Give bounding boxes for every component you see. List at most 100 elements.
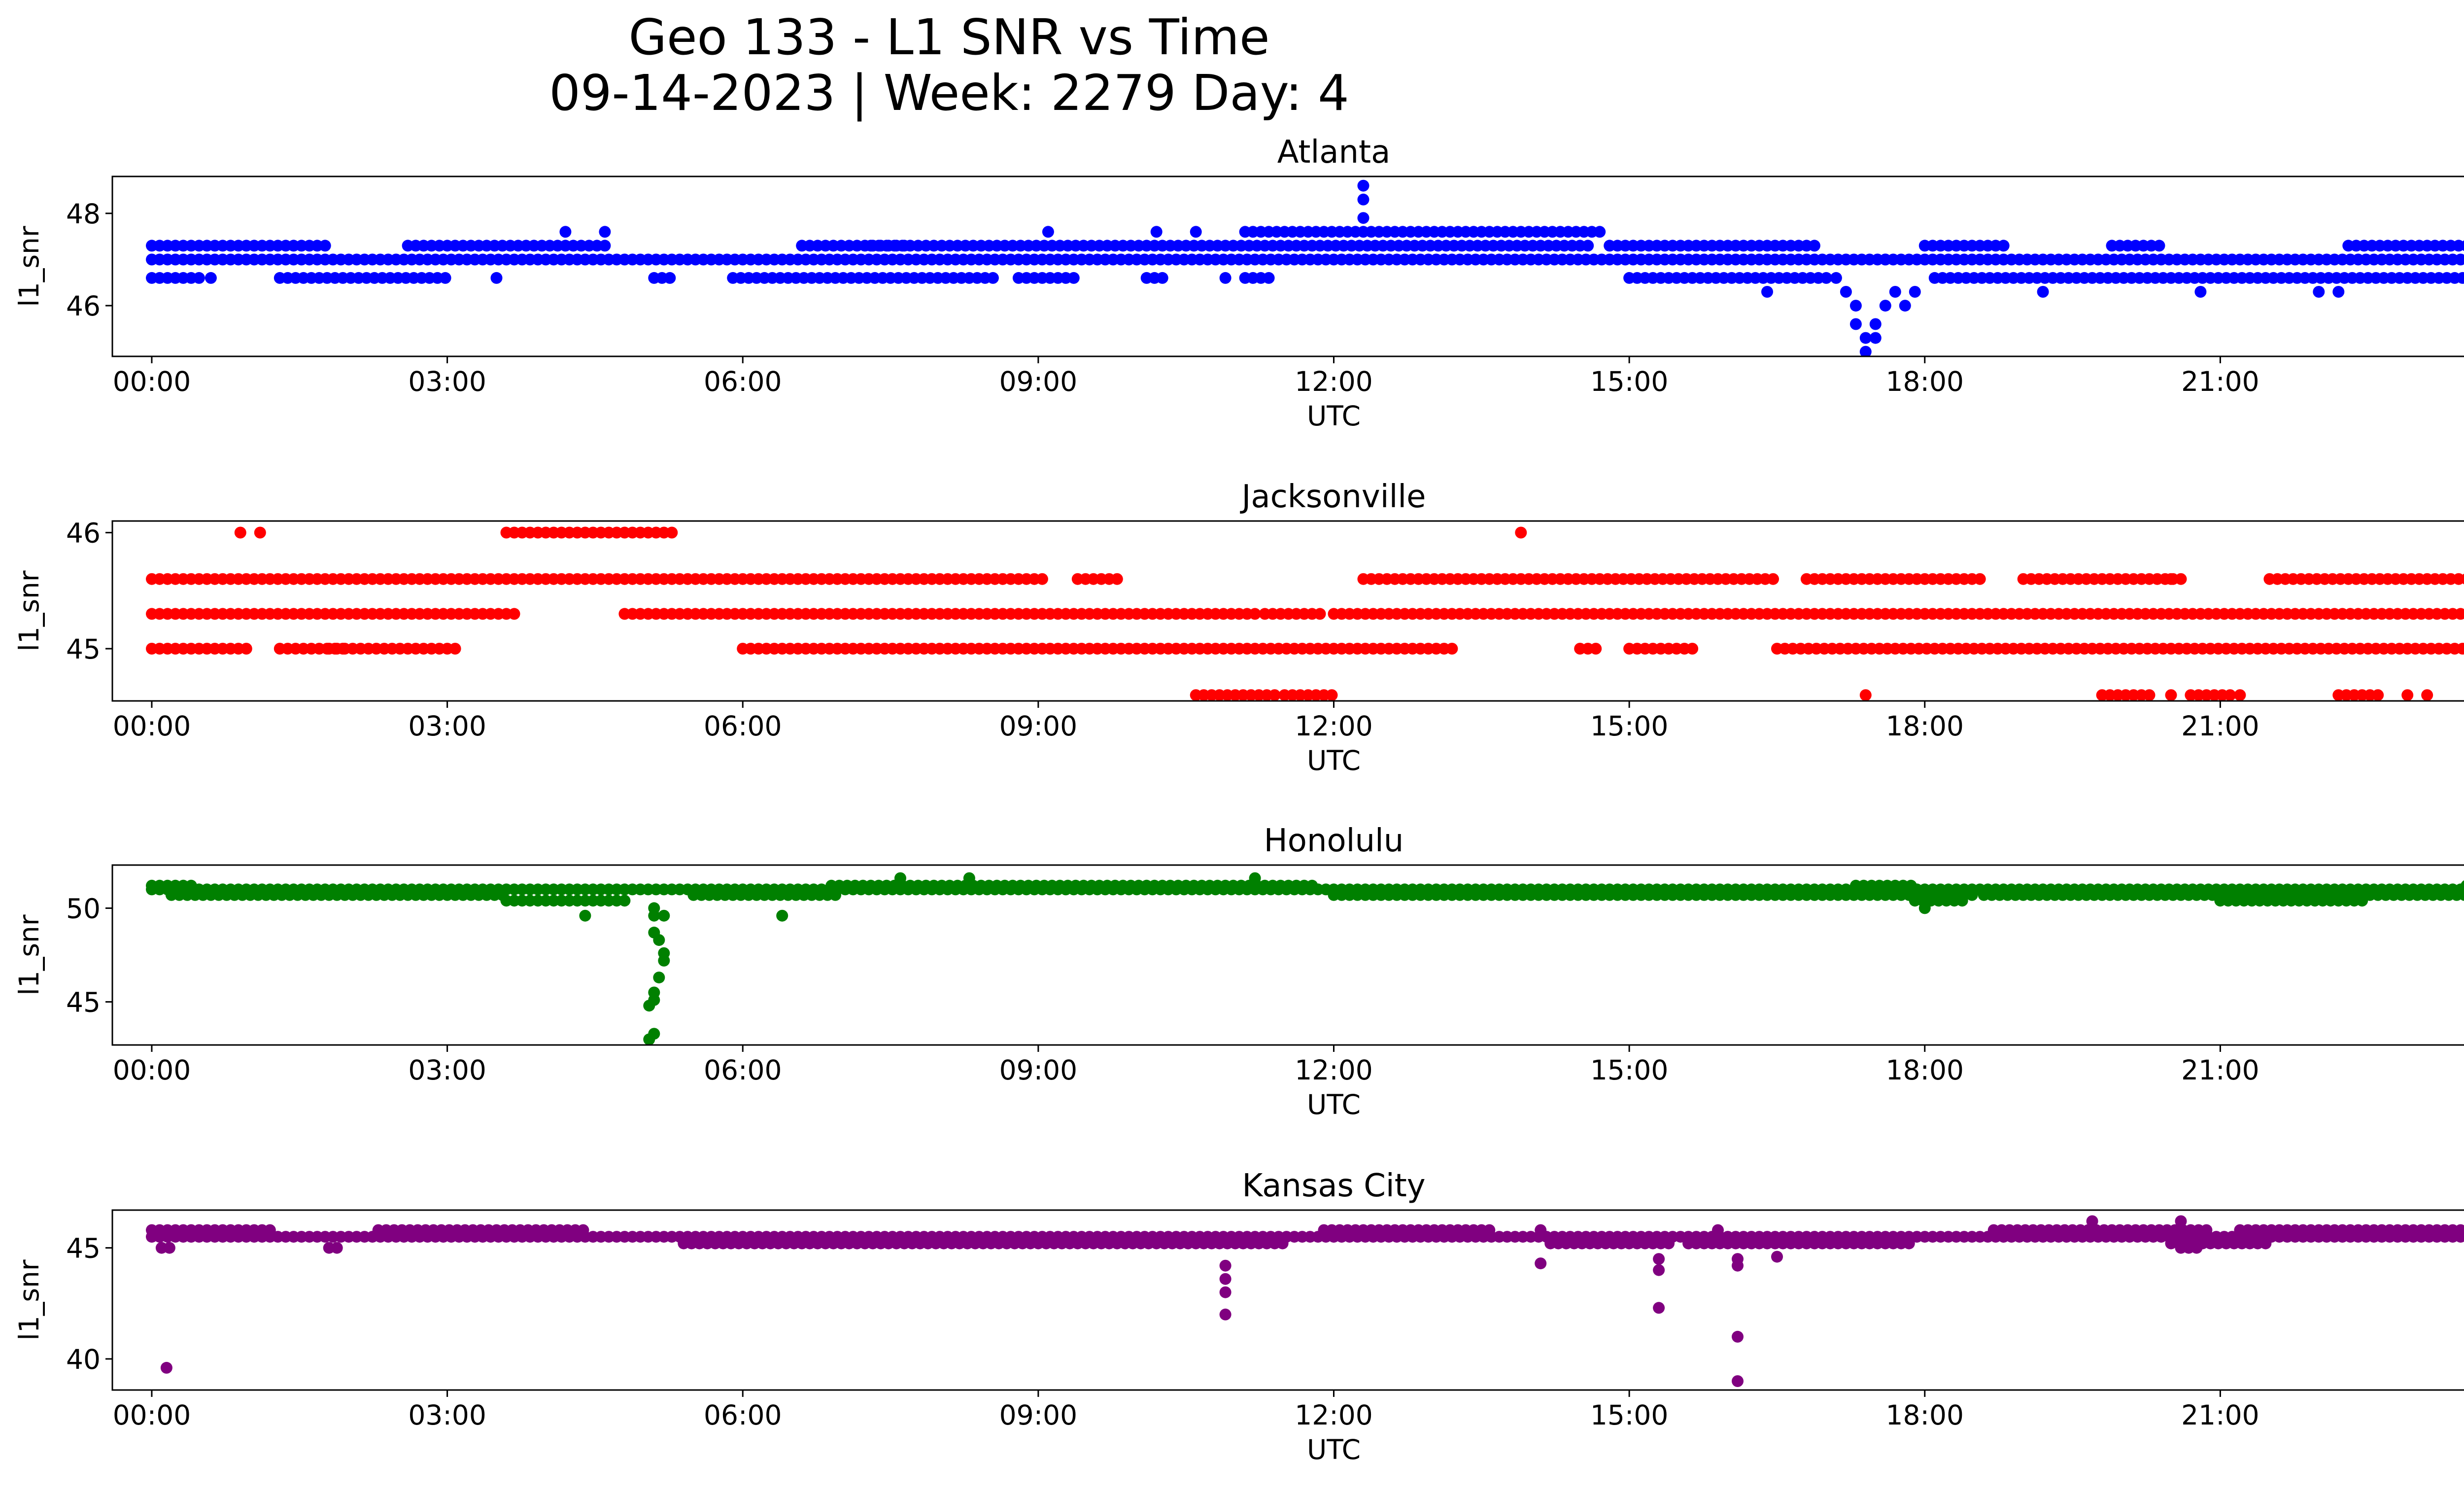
data-point xyxy=(1918,902,1931,914)
x-tick-label: 09:00 xyxy=(999,366,1078,397)
data-point xyxy=(2372,689,2384,701)
x-tick-label: 09:00 xyxy=(999,710,1078,742)
x-tick-label: 12:00 xyxy=(1295,366,1373,397)
x-tick-label: 06:00 xyxy=(704,1054,782,1086)
data-point xyxy=(1869,318,1882,330)
data-point xyxy=(1535,1257,1547,1270)
data-point xyxy=(2459,889,2464,901)
data-point xyxy=(1686,643,1699,655)
series-points xyxy=(146,872,2464,1045)
figure-title-line-1: Geo 133 - L1 SNR vs Time xyxy=(629,8,1270,66)
data-point xyxy=(1712,1224,1724,1236)
data-point xyxy=(2313,286,2325,298)
x-axis-label: UTC xyxy=(1307,400,1361,432)
data-point xyxy=(658,909,670,922)
data-point xyxy=(894,872,906,884)
data-point xyxy=(1263,272,1275,284)
data-point xyxy=(2356,895,2368,907)
data-point xyxy=(1732,1330,1744,1343)
x-tick-label: 12:00 xyxy=(1295,710,1373,742)
data-point xyxy=(1590,643,1602,655)
x-tick-label: 06:00 xyxy=(704,1399,782,1431)
data-point xyxy=(1219,1259,1232,1272)
data-point xyxy=(2461,880,2464,891)
data-point xyxy=(254,526,266,539)
x-tick-label: 03:00 xyxy=(408,1054,486,1086)
data-point xyxy=(1974,573,1986,585)
data-point xyxy=(264,1224,276,1236)
data-point xyxy=(1357,179,1369,192)
x-tick-label: 09:00 xyxy=(999,1054,1078,1086)
data-point xyxy=(1771,1251,1783,1263)
data-point xyxy=(1732,1259,1744,1272)
x-tick-label: 21:00 xyxy=(2181,366,2259,397)
data-point xyxy=(2175,1215,2187,1227)
data-point xyxy=(2086,1215,2098,1227)
data-point xyxy=(1111,573,1123,585)
data-point xyxy=(2401,689,2414,701)
data-point xyxy=(618,895,631,907)
data-point xyxy=(1849,318,1862,330)
data-point xyxy=(2332,286,2345,298)
data-point xyxy=(1268,689,1281,701)
data-point xyxy=(1879,300,1891,312)
data-point xyxy=(1869,332,1882,344)
data-point xyxy=(2461,573,2464,585)
data-point xyxy=(1997,240,2010,252)
data-point xyxy=(1357,212,1369,224)
data-point xyxy=(2455,1224,2464,1236)
x-tick-label: 12:00 xyxy=(1295,1054,1373,1086)
data-point xyxy=(160,1361,172,1374)
data-point xyxy=(2463,610,2464,618)
subplot-title: Kansas City xyxy=(1242,1168,1425,1204)
data-point xyxy=(648,909,660,922)
x-tick-label: 18:00 xyxy=(1886,710,1964,742)
data-point xyxy=(1326,689,1338,701)
x-tick-label: 21:00 xyxy=(2181,1054,2259,1086)
y-tick-label: 50 xyxy=(66,893,101,924)
data-point xyxy=(1859,346,1872,356)
series-points xyxy=(146,179,2464,356)
data-point xyxy=(2455,608,2464,620)
data-point xyxy=(1535,1224,1547,1236)
x-tick-label: 15:00 xyxy=(1590,1399,1669,1431)
x-tick-label: 12:00 xyxy=(1295,1399,1373,1431)
x-tick-label: 18:00 xyxy=(1886,1399,1964,1431)
data-point xyxy=(577,1224,589,1236)
data-point xyxy=(1446,643,1458,655)
data-point xyxy=(2143,689,2156,701)
data-point xyxy=(2461,240,2464,251)
data-point xyxy=(664,272,676,284)
series-points xyxy=(146,526,2464,701)
subplot-title: Jacksonville xyxy=(1240,479,1426,515)
data-point xyxy=(1249,872,1261,884)
data-point xyxy=(1859,689,1872,701)
x-tick-label: 15:00 xyxy=(1590,1054,1669,1086)
data-point xyxy=(2200,1224,2213,1236)
subplot: Atlanta 00:00 03:00 06:00 09:00 12:00 15:00 18:… xyxy=(13,134,2464,432)
data-point xyxy=(319,240,331,252)
data-point xyxy=(2457,272,2464,284)
data-point xyxy=(185,879,197,892)
data-point xyxy=(1761,286,1773,298)
data-point xyxy=(1306,879,1318,892)
y-tick-label: 45 xyxy=(66,1233,101,1264)
data-point xyxy=(1849,300,1862,312)
data-point xyxy=(1840,286,1852,298)
data-point xyxy=(559,226,572,238)
data-point xyxy=(1582,240,1594,252)
data-point xyxy=(2153,240,2165,252)
data-point xyxy=(1808,240,1820,252)
data-point xyxy=(1249,608,1261,620)
data-point xyxy=(2463,1226,2464,1234)
data-point xyxy=(653,972,665,984)
y-axis-label: l1_snr xyxy=(13,914,45,995)
data-point xyxy=(439,272,451,284)
subplots: Atlanta 00:00 03:00 06:00 09:00 12:00 15:00 18:… xyxy=(13,134,2464,1465)
data-point xyxy=(2224,689,2236,701)
data-point xyxy=(1859,332,1872,344)
data-point xyxy=(193,272,205,284)
data-point xyxy=(2453,240,2464,252)
x-tick-label: 03:00 xyxy=(408,1399,486,1431)
